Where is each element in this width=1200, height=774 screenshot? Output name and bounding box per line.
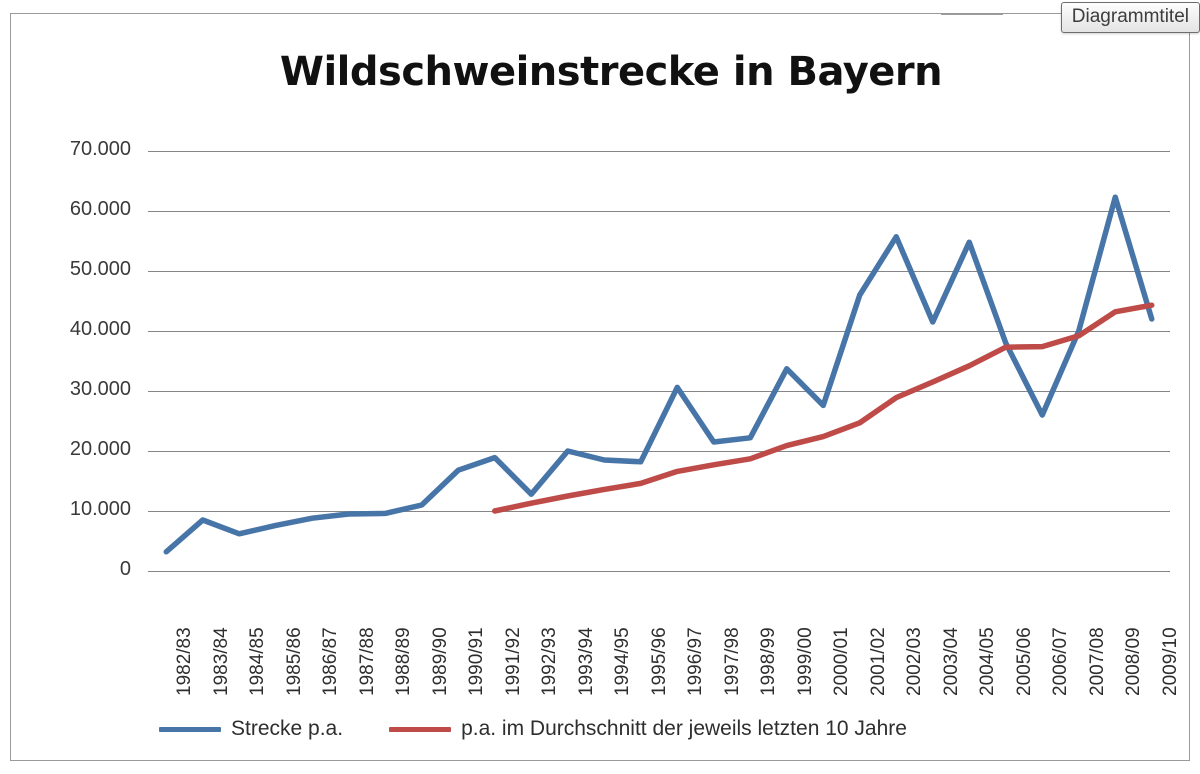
plot-area [148, 151, 1170, 572]
series-lines [163, 194, 1155, 555]
x-axis-tick-label: 2001/02 [867, 627, 889, 696]
x-axis-tick-label: 2009/10 [1159, 627, 1181, 696]
x-axis-tick-label: 1985/86 [283, 627, 305, 696]
chart-frame: Wildschweinstrecke in Bayern 70.000 60.00… [10, 13, 1190, 761]
gridline [148, 211, 1170, 212]
y-axis-tick-label: 60.000 [69, 198, 131, 220]
y-axis-tick-label: 0 [119, 558, 131, 580]
chart-title: Wildschweinstrecke in Bayern [279, 49, 943, 95]
x-axis-tick-label: 1997/98 [721, 627, 743, 696]
x-axis-tick-label: 2007/08 [1086, 627, 1108, 696]
x-axis-tick-label: 2006/07 [1050, 627, 1072, 696]
x-axis-tick-label: 2003/04 [940, 627, 962, 696]
x-axis-tick-label: 1992/93 [539, 627, 561, 696]
legend-swatch [159, 726, 221, 732]
legend-item: p.a. im Durchschnitt der jeweils letzten… [389, 717, 907, 741]
gridline [148, 451, 1170, 452]
x-axis-labels: 1982/83 1983/84 1984/85 1985/86 1986/87 1987/… [148, 576, 1181, 701]
x-axis-tick-label: 1987/88 [356, 627, 378, 696]
x-axis-tick-label: 1983/84 [210, 627, 232, 696]
x-axis-tick-label: 1994/95 [612, 627, 634, 696]
y-axis-tick-label: 40.000 [69, 318, 131, 340]
gridline [148, 271, 1170, 272]
gridline [148, 511, 1170, 512]
x-axis-tick-label: 1998/99 [758, 627, 780, 696]
x-axis-tick-label: 1996/97 [685, 627, 707, 696]
gridline [148, 391, 1170, 392]
x-axis-tick-label: 2000/01 [831, 627, 853, 696]
tooltip-leader-line [941, 14, 1003, 15]
legend-label: p.a. im Durchschnitt der jeweils letzten… [461, 717, 907, 740]
chart-legend: Strecke p.a. p.a. im Durchschnitt der jew… [159, 717, 907, 741]
legend-label: Strecke p.a. [231, 717, 344, 740]
y-axis-tick-label: 50.000 [69, 258, 131, 280]
x-axis-tick-label: 2005/06 [1013, 627, 1035, 696]
y-axis-tick-label: 10.000 [69, 498, 131, 520]
x-axis-tick-label: 1993/94 [575, 627, 597, 696]
legend-swatch [389, 726, 452, 732]
legend-item: Strecke p.a. [159, 717, 343, 741]
y-axis-tick-label: 70.000 [69, 138, 131, 160]
x-axis-tick-label: 1995/96 [648, 627, 670, 696]
x-axis-tick-label: 1984/85 [247, 627, 269, 696]
x-axis-tick-label: 2008/09 [1123, 627, 1145, 696]
gridline [148, 151, 1170, 152]
gridline [148, 571, 1170, 572]
x-axis-tick-label: 1982/83 [174, 627, 196, 696]
y-axis-tick-label: 20.000 [69, 438, 131, 460]
x-axis-tick-label: 2002/03 [904, 627, 926, 696]
y-axis-labels: 70.000 60.000 50.000 40.000 30.000 20.000 10.0… [11, 14, 137, 774]
x-axis-tick-label: 1999/00 [794, 627, 816, 696]
x-axis-tick-label: 1989/90 [429, 627, 451, 696]
y-axis-tick-label: 30.000 [69, 378, 131, 400]
series-line [492, 302, 1155, 514]
series-line [163, 194, 1155, 555]
x-axis-tick-label: 1990/91 [466, 627, 488, 696]
gridline [148, 331, 1170, 332]
x-axis-tick-label: 1986/87 [320, 627, 342, 696]
x-axis-tick-label: 1991/92 [502, 627, 524, 696]
chart-title-tooltip: Diagrammtitel [1060, 2, 1200, 33]
x-axis-tick-label: 2004/05 [977, 627, 999, 696]
x-axis-tick-label: 1988/89 [393, 627, 415, 696]
